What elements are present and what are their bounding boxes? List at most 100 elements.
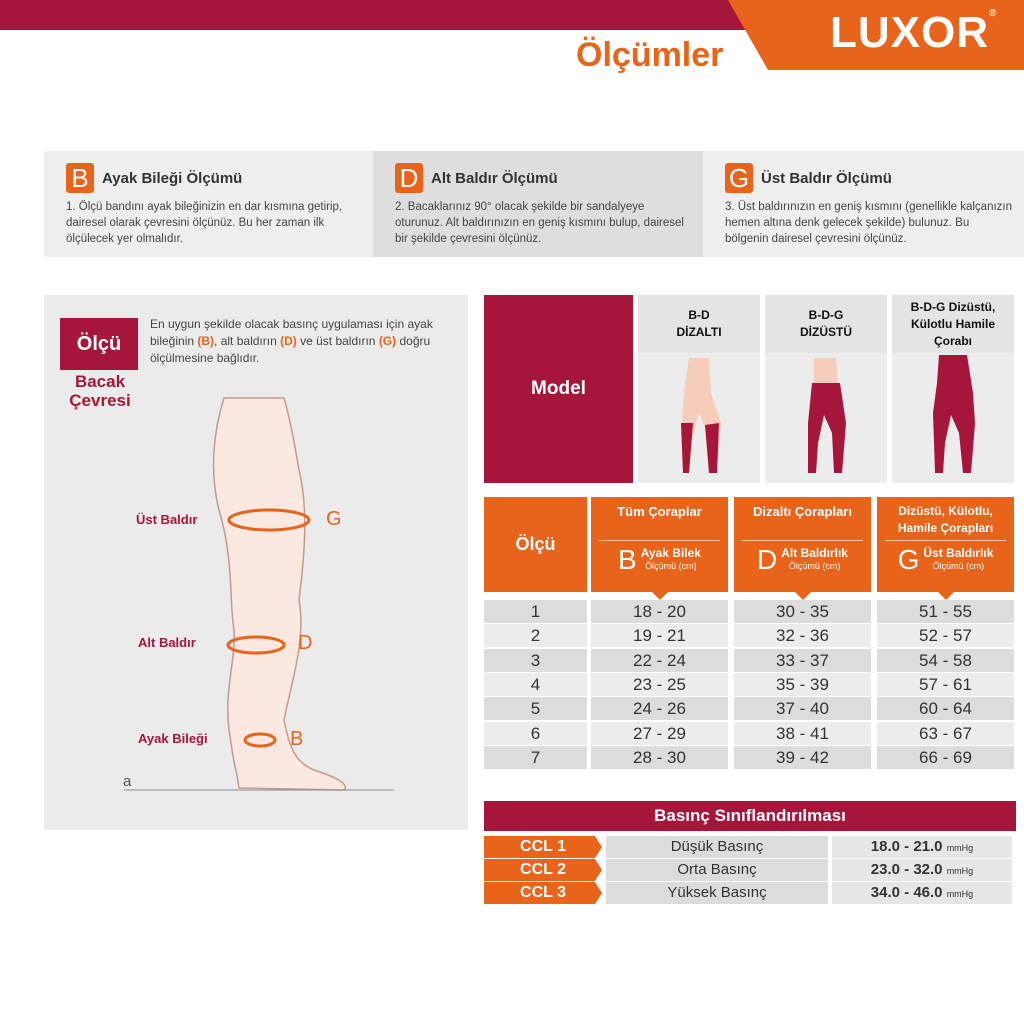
pressure-name: Orta Basınç [606, 859, 828, 881]
axis-letter: a [123, 773, 132, 790]
letter-badge: G [725, 163, 753, 193]
unit: mmHg [946, 866, 974, 876]
instruction-title: Ayak Bileği Ölçümü [102, 169, 243, 187]
header-arrow [794, 592, 811, 600]
range-value: 18.0 - 21.0 [870, 838, 943, 855]
model-thigh-high: B-D-G DİZÜSTÜ [765, 295, 887, 483]
calf-column-header: Dizaltı Çorapları D Alt Baldırlık Ölçümü (… [734, 497, 871, 600]
header-top: Dizüstü, Külotlu, Hamile Çorapları [885, 497, 1006, 541]
header-sub: Ayak Bilek [640, 546, 701, 560]
model-header: Model [484, 295, 633, 483]
size-column-header: Ölçü [484, 497, 587, 592]
brand-name: LUXOR [830, 8, 989, 57]
range-cell: 54 - 58 [877, 648, 1014, 672]
table-row: 1 18 - 20 30 - 35 51 - 55 [484, 600, 1016, 624]
table-row: 2 19 - 21 32 - 36 52 - 57 [484, 624, 1016, 648]
pressure-title: Basınç Sınıflandırılması [484, 801, 1016, 831]
range-cell: 51 - 55 [877, 600, 1014, 623]
instruction-title: Üst Baldır Ölçümü [761, 169, 892, 187]
letter-badge: D [395, 163, 423, 193]
header-top: Dizaltı Çorapları [742, 497, 863, 541]
pressure-row: CCL 1 Düşük Basınç 18.0 - 21.0 mmHg [484, 836, 1016, 858]
table-row: 7 28 - 30 39 - 42 66 - 69 [484, 745, 1016, 770]
range-cell: 18 - 20 [591, 600, 728, 623]
instruction-text: 3. Üst baldırınızın en geniş kısmını (ge… [725, 201, 1013, 245]
thigh-high-stocking-icon [808, 358, 846, 473]
range-value: 23.0 - 32.0 [870, 861, 943, 878]
model-below-knee: B-D DİZALTI [638, 295, 760, 483]
instruction-text: 1. Ölçü bandını ayak bileğinizin en dar … [66, 201, 343, 245]
range-cell: 27 - 29 [591, 721, 728, 745]
table-row: 3 22 - 24 33 - 37 54 - 58 [484, 648, 1016, 673]
header-bar [0, 0, 760, 30]
intro-d: (D) [280, 334, 297, 348]
header-letter: D [757, 544, 778, 575]
ankle-column-header: Tüm Çoraplar B Ayak Bilek Ölçümü (cm) [591, 497, 728, 600]
range-cell: 23 - 25 [591, 672, 728, 696]
range-cell: 38 - 41 [734, 721, 871, 745]
unit: mmHg [946, 843, 974, 853]
model-title: DİZALTI [676, 325, 722, 339]
header-unit: Ölçümü (cm) [645, 561, 697, 571]
header-arrow [937, 592, 954, 600]
letter-g: G [326, 508, 342, 530]
pressure-range: 34.0 - 46.0 mmHg [832, 882, 1012, 904]
pressure-row: CCL 3 Yüksek Basınç 34.0 - 46.0 mmHg [484, 882, 1016, 904]
range-cell: 57 - 61 [877, 672, 1014, 696]
header-sub: Alt Baldırlık [781, 546, 848, 560]
page-title: Ölçümler [576, 36, 724, 74]
size-cell: 5 [484, 697, 587, 721]
model-title: DİZÜSTÜ [800, 325, 852, 339]
header-top: Tüm Çoraplar [599, 497, 720, 541]
thigh-measure-ring [227, 508, 311, 532]
thigh-column-header: Dizüstü, Külotlu, Hamile Çorapları G Üst … [877, 497, 1014, 600]
model-title: B-D-G [808, 308, 844, 322]
pressure-range: 23.0 - 32.0 mmHg [832, 859, 1012, 881]
ccl-label: CCL 2 [484, 859, 602, 881]
size-cell: 7 [484, 745, 587, 769]
intro-part: ve üst baldırın [296, 334, 379, 348]
range-cell: 63 - 67 [877, 721, 1014, 745]
logo-background [728, 0, 1024, 70]
leg-diagram [124, 397, 394, 791]
header-sub: Üst Baldırlık [923, 546, 994, 560]
pressure-name: Düşük Basınç [606, 836, 828, 858]
range-cell: 19 - 21 [591, 624, 728, 648]
model-title: Çorabı [933, 333, 972, 348]
instruction-text: 2. Bacaklarınız 90° olacak şekilde bir s… [395, 201, 684, 245]
calf-measure-ring [226, 635, 286, 655]
olcu-badge: Ölçü [60, 318, 138, 370]
intro-part: En uygun şekilde olacak basınç uygulamas… [150, 317, 433, 348]
below-knee-stocking-icon [681, 358, 721, 473]
model-pantyhose-maternity: B-D-G Dizüstü, Külotlu Hamile Çorabı [892, 295, 1014, 483]
ccl-label: CCL 1 [484, 836, 602, 858]
letter-b: B [290, 728, 304, 750]
range-cell: 22 - 24 [591, 648, 728, 672]
pressure-name: Yüksek Basınç [606, 882, 828, 904]
range-cell: 32 - 36 [734, 624, 871, 648]
label-ankle: Ayak Bileği [138, 731, 208, 746]
size-cell: 1 [484, 600, 587, 623]
brand-logo: LUXOR® [830, 8, 998, 57]
range-value: 34.0 - 46.0 [870, 884, 943, 901]
range-cell: 30 - 35 [734, 600, 871, 623]
instruction-title: Alt Baldır Ölçümü [431, 169, 558, 187]
table-row: 5 24 - 26 37 - 40 60 - 64 [484, 697, 1016, 721]
instruction-upper-thigh: G Üst Baldır Ölçümü 3. Üst baldırınızın e… [703, 151, 1024, 257]
intro-part: , alt baldırın [214, 334, 281, 348]
range-cell: 37 - 40 [734, 697, 871, 721]
range-cell: 39 - 42 [734, 745, 871, 769]
range-cell: 24 - 26 [591, 697, 728, 721]
header-unit: Ölçümü (cm) [932, 561, 985, 571]
instruction-ankle: B Ayak Bileği Ölçümü 1. Ölçü bandını ayak… [44, 151, 373, 257]
range-cell: 52 - 57 [877, 624, 1014, 648]
letter-badge: B [66, 163, 94, 193]
range-cell: 60 - 64 [877, 697, 1014, 721]
instruction-lower-calf: D Alt Baldır Ölçümü 2. Bacaklarınız 90° o… [373, 151, 703, 257]
label-upper-thigh: Üst Baldır [136, 512, 198, 527]
size-cell: 2 [484, 624, 587, 648]
pressure-row: CCL 2 Orta Basınç 23.0 - 32.0 mmHg [484, 859, 1016, 881]
range-cell: 35 - 39 [734, 672, 871, 696]
ankle-measure-ring [243, 732, 277, 748]
letter-d: D [298, 632, 313, 654]
